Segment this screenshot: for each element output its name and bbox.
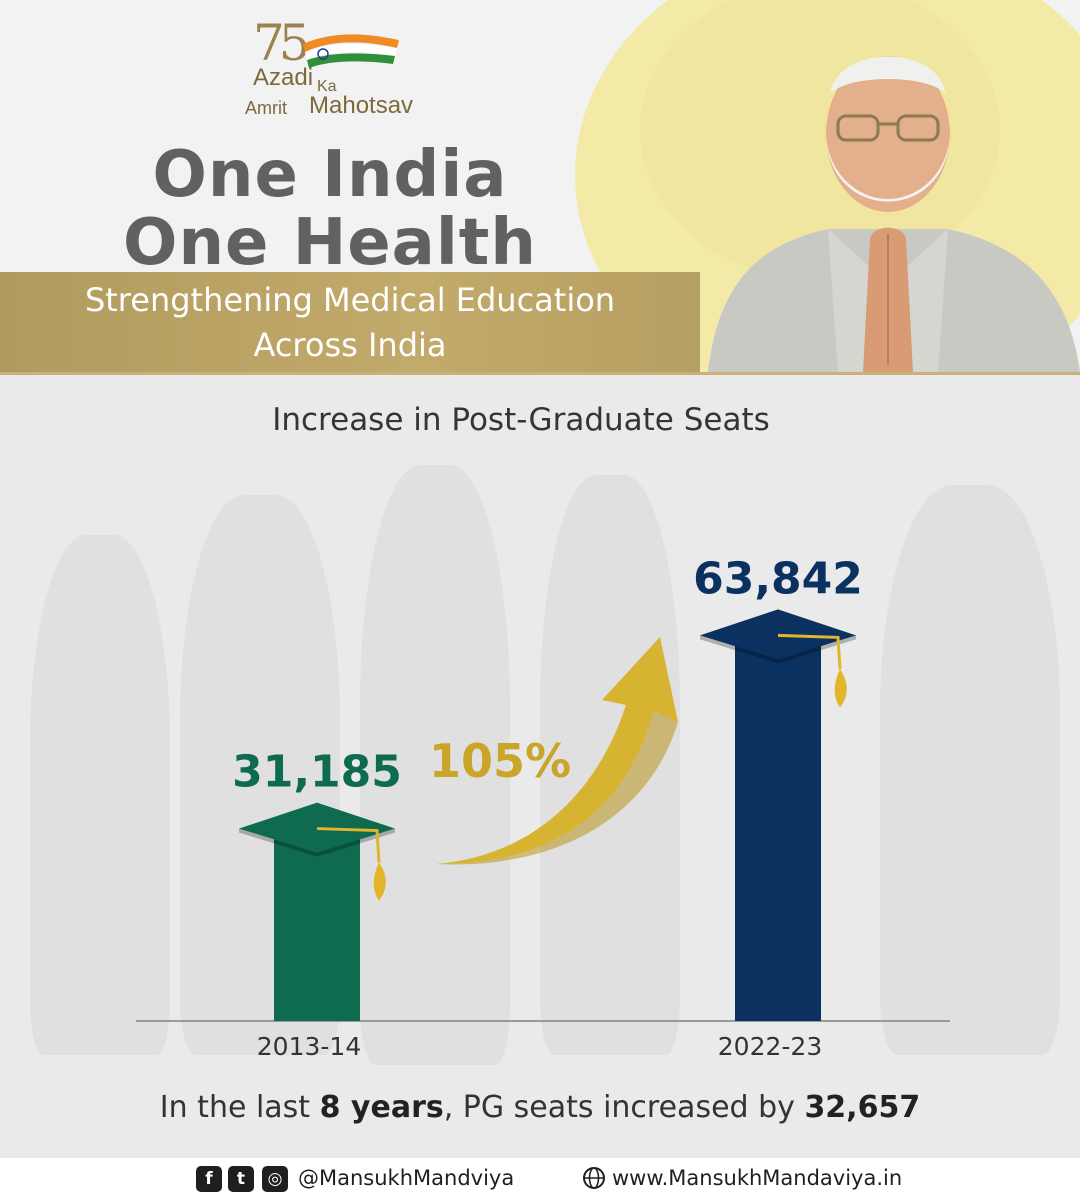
tassel-cord bbox=[316, 827, 381, 863]
growth-percent-label: 105% bbox=[429, 734, 571, 788]
bar-2022-23 bbox=[735, 643, 821, 1021]
bars-group: 31,185 2013-14 63,842 2022-23 bbox=[232, 553, 863, 1061]
summary-increase: 32,657 bbox=[804, 1090, 921, 1125]
header-area: 75 Azadi Ka Amrit Mahotsav One India One… bbox=[0, 0, 1080, 372]
headline-line-1: One India bbox=[152, 138, 508, 212]
tassel-icon bbox=[373, 862, 386, 901]
summary-years: 8 years bbox=[319, 1090, 444, 1125]
headline-line-2: One Health bbox=[123, 206, 537, 280]
logo-amrit: Amrit bbox=[245, 98, 287, 118]
growth-arrow bbox=[436, 637, 678, 865]
website-link[interactable]: www.MansukhMandaviya.in bbox=[612, 1166, 903, 1190]
background-figure bbox=[360, 465, 510, 1065]
globe-icon bbox=[583, 1167, 605, 1189]
growth-arrow-shade bbox=[436, 711, 678, 865]
subtitle-line-1: Strengthening Medical Education bbox=[84, 281, 616, 319]
flag-ribbon-icon bbox=[303, 34, 399, 68]
subtitle-line-2: Across India bbox=[253, 326, 447, 364]
footer: f t ◎ @MansukhMandviya www.MansukhMandav… bbox=[0, 1158, 1080, 1200]
instagram-icon[interactable]: ◎ bbox=[262, 1166, 288, 1192]
facebook-icon[interactable]: f bbox=[196, 1166, 222, 1192]
bar-chart: 105% 31,185 2013-14 63,842 2022-23 bbox=[136, 553, 950, 1061]
portrait-photo bbox=[708, 56, 1080, 372]
x-tick-label-2013-14: 2013-14 bbox=[257, 1032, 361, 1061]
graduation-cap-icon bbox=[239, 802, 395, 853]
logo-ka: Ka bbox=[317, 78, 337, 95]
bar-2013-14 bbox=[274, 836, 360, 1021]
graduation-cap-icon bbox=[700, 609, 856, 660]
tassel-cord bbox=[777, 633, 842, 670]
background-figure bbox=[880, 485, 1060, 1055]
background-figure bbox=[30, 535, 170, 1055]
azadi-ka-amrit-mahotsav-logo: 75 Azadi Ka Amrit Mahotsav bbox=[245, 14, 445, 129]
logo-number: 75 bbox=[253, 14, 311, 72]
summary-prefix: In the last bbox=[159, 1090, 320, 1125]
social-handle[interactable]: @MansukhMandviya bbox=[298, 1166, 515, 1190]
subtitle-band bbox=[0, 272, 700, 372]
chart-title: Increase in Post-Graduate Seats bbox=[272, 402, 770, 438]
x-tick-label-2022-23: 2022-23 bbox=[718, 1032, 822, 1061]
twitter-icon[interactable]: t bbox=[228, 1166, 254, 1192]
logo-mahotsav: Mahotsav bbox=[309, 92, 414, 119]
divider bbox=[0, 372, 1080, 375]
tassel-icon bbox=[834, 669, 847, 708]
data-label-2022-23: 63,842 bbox=[693, 553, 863, 604]
summary-middle: , PG seats increased by bbox=[443, 1090, 805, 1125]
data-label-2013-14: 31,185 bbox=[232, 747, 402, 798]
logo-azadi: Azadi bbox=[253, 64, 314, 91]
summary-text: In the last 8 years, PG seats increased … bbox=[0, 1090, 1080, 1125]
